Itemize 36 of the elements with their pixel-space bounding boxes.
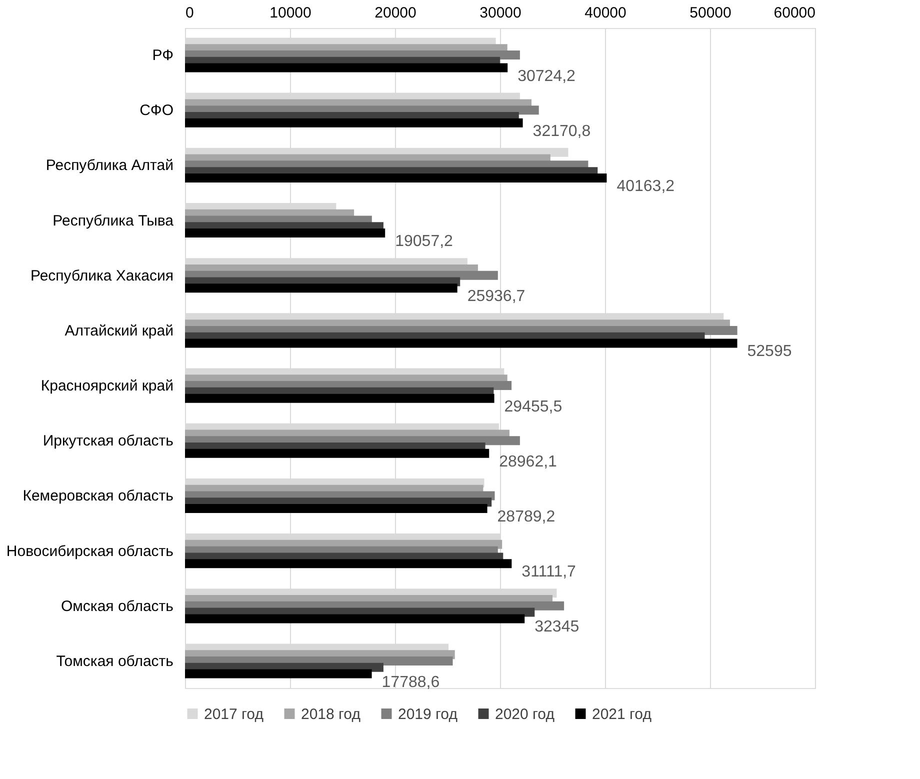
legend-label: 2020 год (495, 706, 555, 723)
legend-label: 2018 год (301, 706, 361, 723)
data-label: 32170,8 (532, 122, 591, 140)
legend-label: 2017 год (204, 706, 264, 723)
data-label: 32345 (534, 618, 580, 636)
data-label: 28962,1 (499, 453, 558, 470)
y-tick-label: Кемеровская область (22, 488, 174, 505)
x-tick-label: 60000 (774, 4, 816, 22)
y-tick-label: СФО (140, 102, 174, 120)
data-label: 29455,5 (504, 398, 562, 416)
legend-label: 2019 год (398, 706, 458, 723)
x-tick-label: 20000 (374, 4, 416, 22)
y-tick-label: Алтайский край (64, 322, 174, 340)
y-tick-label: Иркутская область (42, 432, 174, 450)
data-label: 52595 (747, 343, 792, 360)
y-tick-label: Республика Алтай (46, 157, 174, 174)
x-tick-label: 50000 (690, 4, 732, 22)
data-label: 30724,2 (518, 68, 576, 85)
y-tick-label: Республика Хакасия (30, 267, 174, 284)
y-tick-label: РФ (152, 46, 174, 64)
data-label: 19057,2 (395, 233, 454, 250)
y-tick-label: Омская область (60, 598, 174, 615)
y-tick-label: Томская область (56, 653, 174, 670)
y-tick-label: Республика Тыва (52, 212, 174, 230)
y-tick-label: Красноярский край (40, 378, 174, 395)
legend-label: 2021 год (592, 706, 652, 723)
data-label: 28789,2 (497, 508, 556, 526)
x-tick-label: 10000 (270, 4, 312, 22)
y-tick-label: Новосибирская область (6, 542, 174, 560)
x-tick-label: 0 (186, 4, 194, 22)
data-label: 40163,2 (616, 178, 675, 195)
data-label: 31111,7 (522, 564, 576, 581)
data-label: 25936,7 (467, 288, 526, 306)
data-label: 17788,6 (382, 674, 440, 691)
x-tick-label: 40000 (584, 4, 626, 22)
x-tick-label: 30000 (480, 4, 522, 22)
